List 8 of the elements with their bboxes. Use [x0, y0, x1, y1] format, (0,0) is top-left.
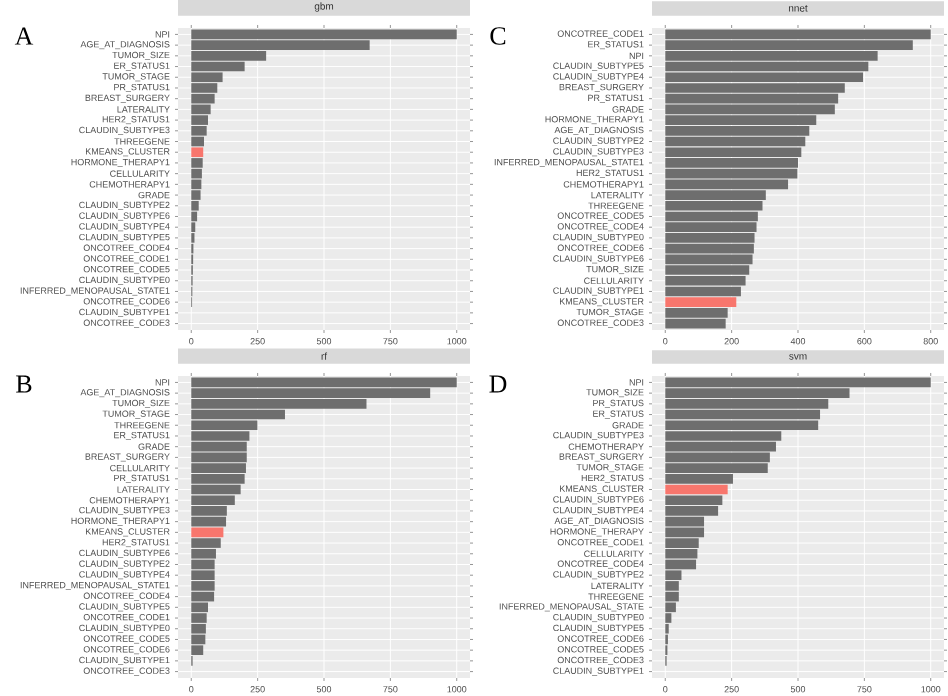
bar — [665, 297, 737, 307]
bar — [665, 484, 728, 495]
text: B — [16, 375, 32, 393]
text: D — [489, 375, 507, 393]
bar — [191, 527, 224, 538]
text: A — [14, 27, 34, 45]
bar — [191, 147, 204, 158]
text: C — [490, 27, 506, 45]
